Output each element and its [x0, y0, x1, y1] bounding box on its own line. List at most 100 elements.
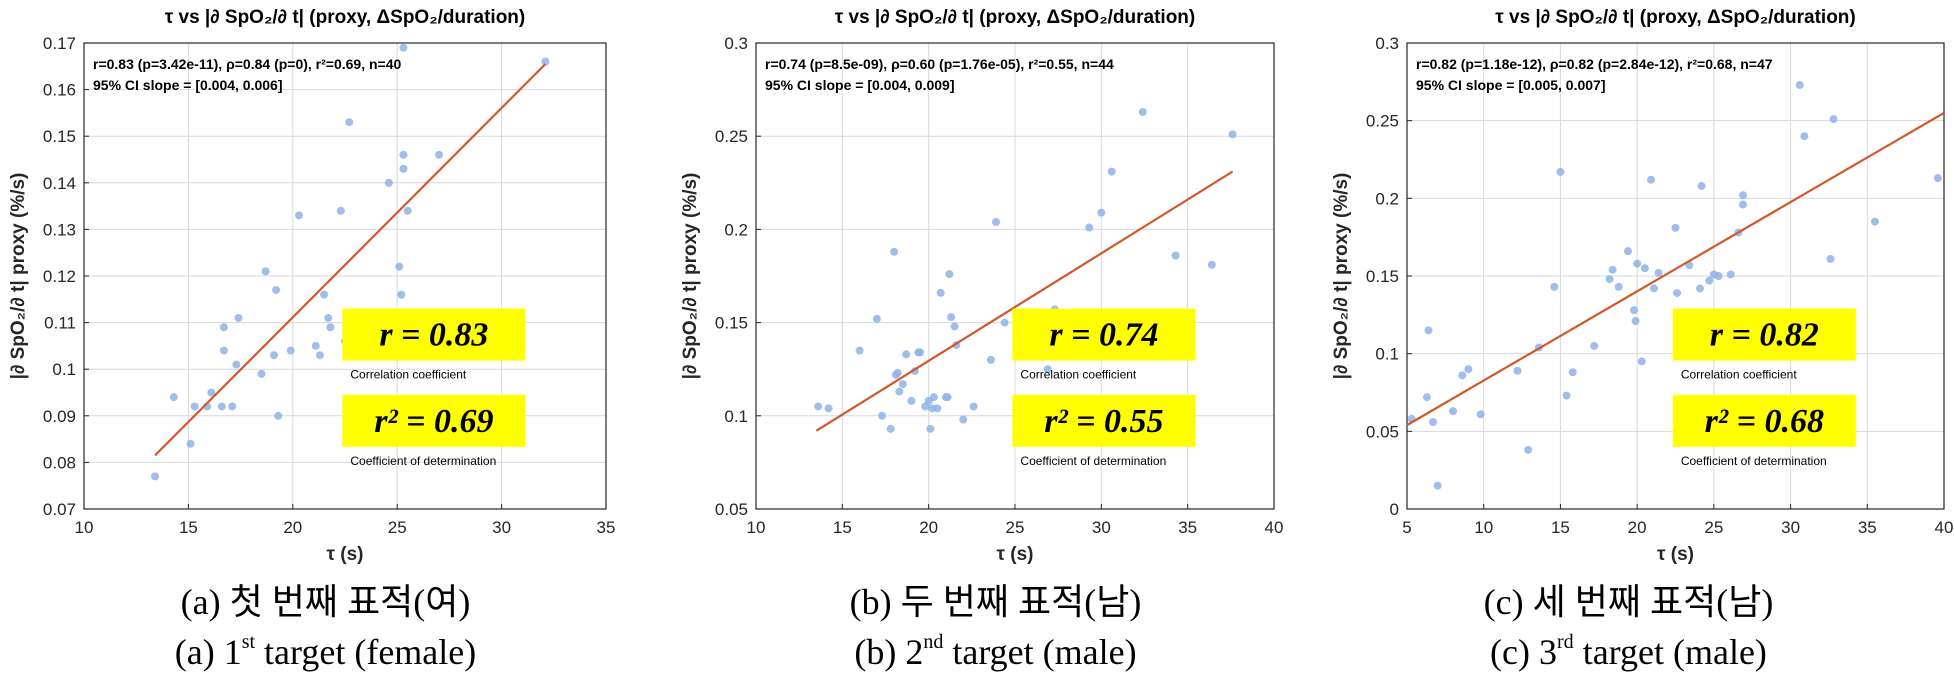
data-point	[1608, 265, 1617, 274]
r-highlight-box-b	[1012, 308, 1196, 361]
y-axis-label-a: |∂ SpO₂/∂ t| proxy (%/s)	[8, 173, 29, 380]
data-point	[1714, 272, 1723, 280]
data-point	[893, 368, 902, 377]
data-point	[190, 402, 199, 411]
stats-line-1-a: r=0.83 (p=3.42e-11), ρ=0.84 (p=0), r²=0.…	[93, 56, 402, 72]
scatter-points-c	[1407, 80, 1942, 490]
y-tick-label: 0.25	[1366, 112, 1399, 131]
x-tick-label: 25	[1704, 518, 1723, 537]
data-point	[1646, 175, 1655, 184]
caption-english-a-ordinal: st	[241, 631, 256, 653]
data-point	[936, 288, 945, 297]
y-tick-label: 0.05	[715, 500, 748, 519]
data-point	[228, 402, 237, 411]
data-point	[945, 270, 954, 279]
x-tick-label: 20	[1628, 518, 1647, 537]
data-point	[326, 323, 335, 332]
x-tick-label: 40	[1935, 518, 1954, 537]
y-tick-label: 0.14	[43, 174, 76, 193]
fit-line-a	[154, 63, 547, 457]
r-caption-b: Correlation coefficient	[1020, 368, 1137, 382]
caption-english-b: (b) 2nd target (male)	[670, 632, 1321, 672]
y-tick-label: 0.2	[1375, 189, 1399, 208]
y-tick-label: 0.3	[724, 34, 748, 53]
data-point	[1524, 445, 1533, 454]
data-point	[886, 424, 895, 433]
data-point	[1138, 107, 1147, 116]
data-point	[336, 206, 345, 215]
data-point	[1633, 259, 1642, 268]
x-tick-label: 35	[1858, 518, 1877, 537]
caption-english-b-prefix: (b) 2	[854, 632, 924, 672]
data-point	[926, 424, 935, 433]
data-point	[395, 262, 404, 271]
x-tick-label: 30	[492, 518, 511, 537]
data-point	[399, 164, 408, 173]
data-point	[324, 313, 333, 322]
data-point	[1556, 167, 1565, 176]
data-point	[434, 150, 443, 159]
x-tick-label: 5	[1402, 518, 1411, 537]
data-point	[1171, 251, 1180, 260]
data-point	[1800, 132, 1809, 141]
data-point	[219, 346, 228, 355]
data-point	[1673, 289, 1682, 298]
y-tick-label: 0.15	[43, 127, 76, 146]
r-caption-c: Correlation coefficient	[1681, 368, 1798, 382]
y-tick-label: 0.1	[1375, 345, 1399, 364]
x-tick-label: 10	[1474, 518, 1493, 537]
data-point	[261, 267, 270, 276]
y-axis-label-b: |∂ SpO₂/∂ t| proxy (%/s)	[680, 173, 701, 380]
data-point	[1671, 223, 1680, 232]
caption-english-a-suffix: target (female)	[255, 632, 477, 672]
data-point	[1550, 282, 1559, 291]
data-point	[1097, 208, 1106, 217]
data-point	[1464, 365, 1473, 374]
data-point	[929, 393, 938, 402]
data-point	[1654, 268, 1663, 277]
scatter-chart-b: 10 15 20 25 30 35 40 0.05 0.1 0.15 0.2 0.25 0.3 τ vs …	[680, 7, 1284, 565]
data-point	[1630, 306, 1639, 315]
data-point	[947, 313, 956, 322]
data-point	[234, 313, 243, 322]
data-point	[1605, 275, 1614, 284]
stats-line-1-c: r=0.82 (p=1.18e-12), ρ=0.82 (p=2.84e-12)…	[1416, 56, 1773, 72]
data-point	[1870, 217, 1879, 226]
data-point	[1422, 393, 1431, 402]
data-point	[1826, 254, 1835, 263]
data-point	[1429, 418, 1438, 427]
data-point	[933, 404, 942, 413]
caption-korean-a: (a) 첫 번째 표적(여)	[180, 582, 471, 622]
chart-title-b: τ vs |∂ SpO₂/∂ t| (proxy, ΔSpO₂/duration…	[835, 7, 1196, 28]
fit-line-b	[815, 170, 1234, 432]
data-point	[1228, 130, 1237, 139]
data-point	[907, 396, 916, 405]
caption-english-b-suffix: target (male)	[943, 632, 1137, 672]
data-point	[207, 388, 216, 397]
r-highlight-box-a	[342, 308, 526, 361]
data-point	[1637, 357, 1646, 366]
r-highlight-box-c	[1672, 308, 1856, 361]
y-tick-label: 0.1	[52, 360, 76, 379]
r2-value-a: r² = 0.69	[374, 403, 493, 440]
y-tick-label: 0.07	[43, 500, 76, 519]
data-point	[286, 346, 295, 355]
y-tick-label: 0.13	[43, 220, 76, 239]
data-point	[992, 217, 1001, 226]
data-point	[1085, 223, 1094, 232]
data-point	[814, 402, 823, 411]
chart-title-c: τ vs |∂ SpO₂/∂ t| (proxy, ΔSpO₂/duration…	[1495, 7, 1856, 28]
x-tick-label: 20	[283, 518, 302, 537]
data-point	[315, 351, 324, 360]
x-tick-label: 40	[1265, 518, 1284, 537]
data-point	[943, 393, 952, 402]
stats-line-2-a: 95% CI slope = [0.004, 0.006]	[93, 77, 283, 93]
data-point	[384, 178, 393, 187]
x-tick-label: 35	[1178, 518, 1197, 537]
data-point	[150, 472, 159, 481]
data-point	[169, 393, 178, 402]
data-point	[320, 290, 329, 299]
data-point	[824, 404, 833, 413]
x-tick-label: 35	[597, 518, 616, 537]
x-axis-label-b: τ (s)	[997, 544, 1034, 565]
